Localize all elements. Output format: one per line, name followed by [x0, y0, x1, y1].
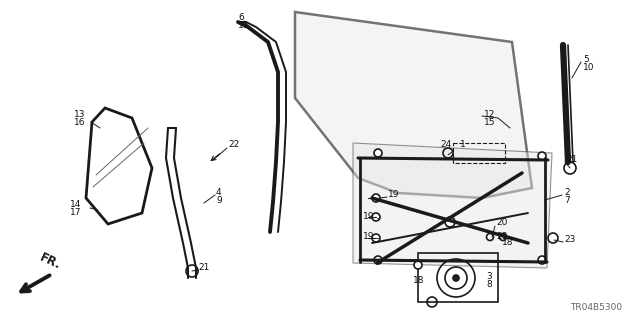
Text: 14: 14	[70, 200, 81, 209]
Text: 4: 4	[216, 188, 221, 197]
Text: FR.: FR.	[38, 251, 63, 272]
Circle shape	[486, 234, 493, 241]
Text: 7: 7	[564, 196, 570, 205]
Polygon shape	[353, 143, 552, 268]
Text: 11: 11	[238, 21, 250, 30]
Text: 23: 23	[564, 235, 575, 244]
Text: 12: 12	[484, 110, 495, 119]
Circle shape	[374, 149, 382, 157]
Text: 10: 10	[583, 63, 595, 72]
Text: 17: 17	[70, 208, 81, 217]
Circle shape	[372, 213, 380, 221]
Text: 20: 20	[496, 218, 508, 227]
Circle shape	[372, 194, 380, 202]
Text: 21: 21	[566, 155, 577, 164]
Text: 9: 9	[216, 196, 221, 205]
Circle shape	[414, 261, 422, 269]
Circle shape	[538, 152, 546, 160]
Polygon shape	[295, 12, 532, 198]
Text: 1: 1	[460, 140, 466, 149]
Text: 20: 20	[496, 232, 508, 241]
Text: 24: 24	[440, 140, 451, 149]
Text: 22: 22	[228, 140, 239, 149]
Text: 5: 5	[583, 55, 589, 64]
Text: 18: 18	[502, 238, 513, 247]
Text: 19: 19	[388, 190, 399, 199]
Text: 19: 19	[363, 212, 374, 221]
Circle shape	[374, 256, 382, 264]
Text: 21: 21	[198, 263, 209, 272]
Text: 6: 6	[238, 13, 244, 22]
Circle shape	[372, 234, 380, 242]
Circle shape	[445, 217, 455, 227]
Text: 19: 19	[363, 232, 374, 241]
Circle shape	[499, 234, 506, 241]
Text: 2: 2	[564, 188, 570, 197]
Text: 3: 3	[486, 272, 492, 281]
Text: 18: 18	[413, 276, 424, 285]
Text: 13: 13	[74, 110, 86, 119]
Text: TR04B5300: TR04B5300	[570, 303, 622, 312]
Circle shape	[538, 256, 546, 264]
Text: 16: 16	[74, 118, 86, 127]
Text: 15: 15	[484, 118, 495, 127]
Circle shape	[453, 275, 459, 281]
Text: 8: 8	[486, 280, 492, 289]
